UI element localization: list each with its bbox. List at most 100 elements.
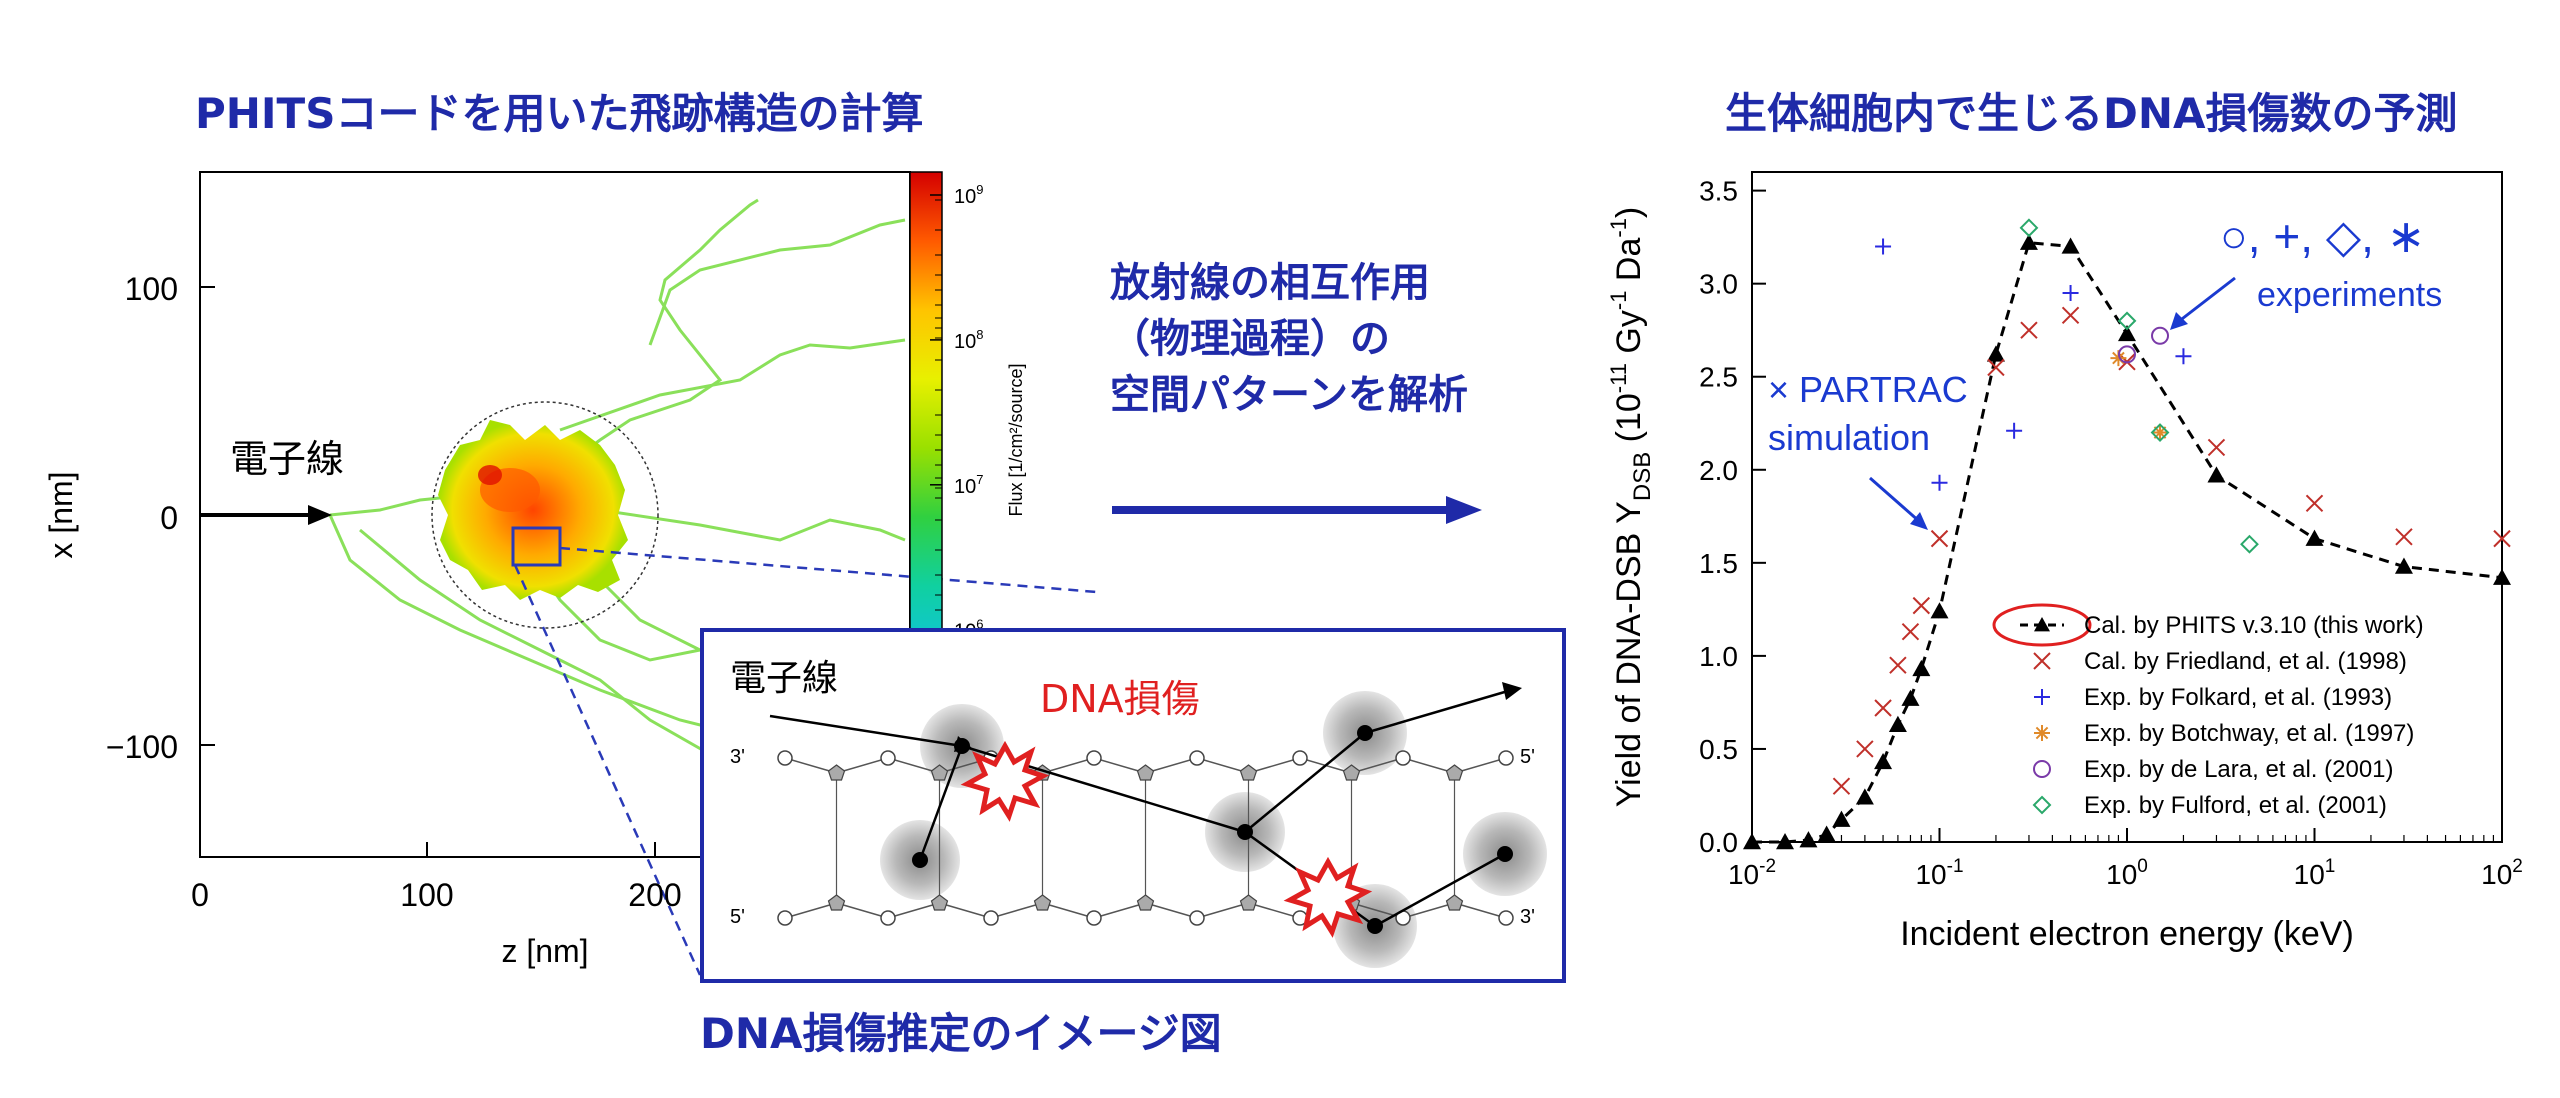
marker-x: [1901, 622, 1920, 641]
colorbar: [909, 171, 943, 633]
sugar-top: [1239, 764, 1258, 781]
dsb-ytick-label: 2.5: [1699, 362, 1738, 393]
marker-triangle: [1930, 602, 1949, 619]
marker-triangle: [2207, 466, 2226, 483]
backbone-segment-top: [887, 757, 940, 774]
legend-entry-3: Exp. by Botchway, et al. (1997): [2084, 720, 2414, 747]
backbone-segment-bottom: [1196, 902, 1249, 919]
marker-x: [2207, 438, 2226, 457]
sugar-bottom: [827, 894, 846, 911]
backbone-segment-top: [1351, 757, 1404, 774]
dsb-axes: 0.0 0.5 1.0 1.5 2.0 2.5 3.0 3.5 10-2 10-1 100 101 10…: [1699, 176, 2523, 890]
track-xtick-100: 100: [400, 877, 453, 913]
dsb-ytick-label: 0.0: [1699, 827, 1738, 858]
marker-plus: [2006, 422, 2023, 439]
dsb-xtick-label: 102: [2481, 856, 2523, 890]
marker-plus: [1931, 474, 1948, 491]
dsb-xtick-label: 101: [2294, 856, 2336, 890]
legend-entry-2: Exp. by Folkard, et al. (1993): [2084, 684, 2392, 711]
marker-asterisk: [2034, 725, 2050, 741]
marker-x: [2395, 528, 2413, 546]
marker-triangle: [1799, 831, 1818, 848]
marker-triangle: [2034, 617, 2050, 632]
track-ytick-0: 0: [160, 500, 178, 536]
track-ytick-minus100: −100: [106, 729, 178, 765]
marker-triangle: [2118, 324, 2136, 342]
marker-diamond: [2032, 795, 2052, 815]
dsb-ytick-label: 2.0: [1699, 455, 1738, 486]
colorbar-tick-label: 109: [954, 182, 983, 208]
zoom-square: [511, 526, 562, 567]
backbone-segment-bottom: [1454, 902, 1507, 919]
phosphate-top: [1086, 750, 1102, 766]
marker-triangle: [2493, 568, 2511, 585]
dsb-xtick-label: 10-2: [1728, 856, 1776, 890]
marker-plus: [2034, 689, 2050, 705]
legend-entry-0: Cal. by PHITS v.3.10 (this work): [2084, 612, 2424, 639]
marker-x: [2061, 306, 2080, 325]
marker-triangle: [1901, 689, 1920, 706]
track-structure-plot: 電子線 100 0 −100 0 100 200 z [nm] x [nm] 1…: [43, 171, 1100, 976]
backbone-segment-top: [1402, 757, 1455, 774]
phosphate-bottom: [880, 910, 896, 926]
marker-circle: [2151, 326, 2170, 345]
end-label-bottom-left: 5': [730, 906, 745, 928]
marker-x: [1987, 358, 2005, 377]
sugar-bottom: [1239, 894, 1258, 911]
beam-arrow: [200, 505, 332, 525]
dsb-ytick-label: 3.0: [1699, 269, 1738, 300]
partrac-label-line-2: simulation: [1768, 417, 1930, 458]
inset-beam-label: 電子線: [730, 658, 838, 699]
phosphate-top: [1292, 750, 1308, 766]
track-y-ticks: [200, 286, 656, 857]
marker-triangle: [2019, 233, 2038, 250]
colorbar-tick-label: 107: [954, 472, 983, 498]
phosphate-top: [1498, 750, 1514, 766]
dsb-xtick-label: 100: [2106, 856, 2148, 890]
middle-text-line-3: 空間パターンを解析: [1110, 372, 1468, 418]
marker-x: [1856, 740, 1874, 758]
dsb-ytick-label: 0.5: [1699, 734, 1738, 765]
colorbar-minor-ticks: [935, 199, 942, 611]
dsb-data-points: [1743, 218, 2511, 850]
middle-text-line-2: （物理過程）の: [1110, 316, 1390, 362]
backbone-segment-bottom: [1093, 902, 1146, 919]
series-4: [2118, 326, 2170, 364]
damage-label: DNA損傷: [1040, 677, 1200, 721]
track-xlabel: z [nm]: [501, 933, 588, 969]
event-dots: [912, 725, 1513, 934]
marker-x: [2493, 529, 2511, 548]
partrac-label-line-1: × PARTRAC: [1768, 369, 1968, 410]
marker-plus: [2062, 284, 2079, 301]
colorbar-ticks: 109108107106: [930, 182, 983, 643]
colorbar-tick-label: 108: [954, 327, 983, 353]
backbone-segment-top: [1042, 757, 1095, 774]
marker-triangle: [2061, 237, 2080, 254]
phosphate-top: [1189, 750, 1205, 766]
track-ylabel: x [nm]: [43, 471, 79, 558]
phosphate-bottom: [1189, 910, 1205, 926]
phosphate-bottom: [1498, 910, 1514, 926]
sugar-bottom: [930, 894, 949, 911]
sugar-top: [827, 764, 846, 781]
backbone-segment-top: [1196, 757, 1249, 774]
bottom-title: DNA損傷推定のイメージ図: [700, 1009, 1222, 1058]
energy-deposition-cluster: [438, 420, 628, 600]
marker-x: [2033, 652, 2051, 670]
marker-triangle: [1743, 833, 1761, 850]
backbone-segment-top: [1093, 757, 1146, 774]
backbone-segment-top: [1248, 757, 1301, 774]
inset-frame: [700, 628, 1566, 983]
series-2: [1875, 238, 2192, 491]
backbone-segment-bottom: [990, 902, 1043, 919]
dsb-xlabel: Incident electron energy (keV): [1900, 915, 2354, 953]
end-label-bottom-right: 3': [1520, 906, 1535, 928]
dna-damage-inset: 電子線 DNA損傷 3' 5' 5' 3': [700, 628, 1566, 983]
marker-diamond: [2150, 423, 2170, 442]
backbone-segment-top: [1145, 757, 1198, 774]
end-label-top-right: 5': [1520, 746, 1535, 768]
backbone-segment-top: [836, 757, 889, 774]
phosphate-top: [1395, 750, 1411, 766]
sugar-top: [930, 764, 949, 781]
marker-triangle: [2394, 557, 2413, 574]
